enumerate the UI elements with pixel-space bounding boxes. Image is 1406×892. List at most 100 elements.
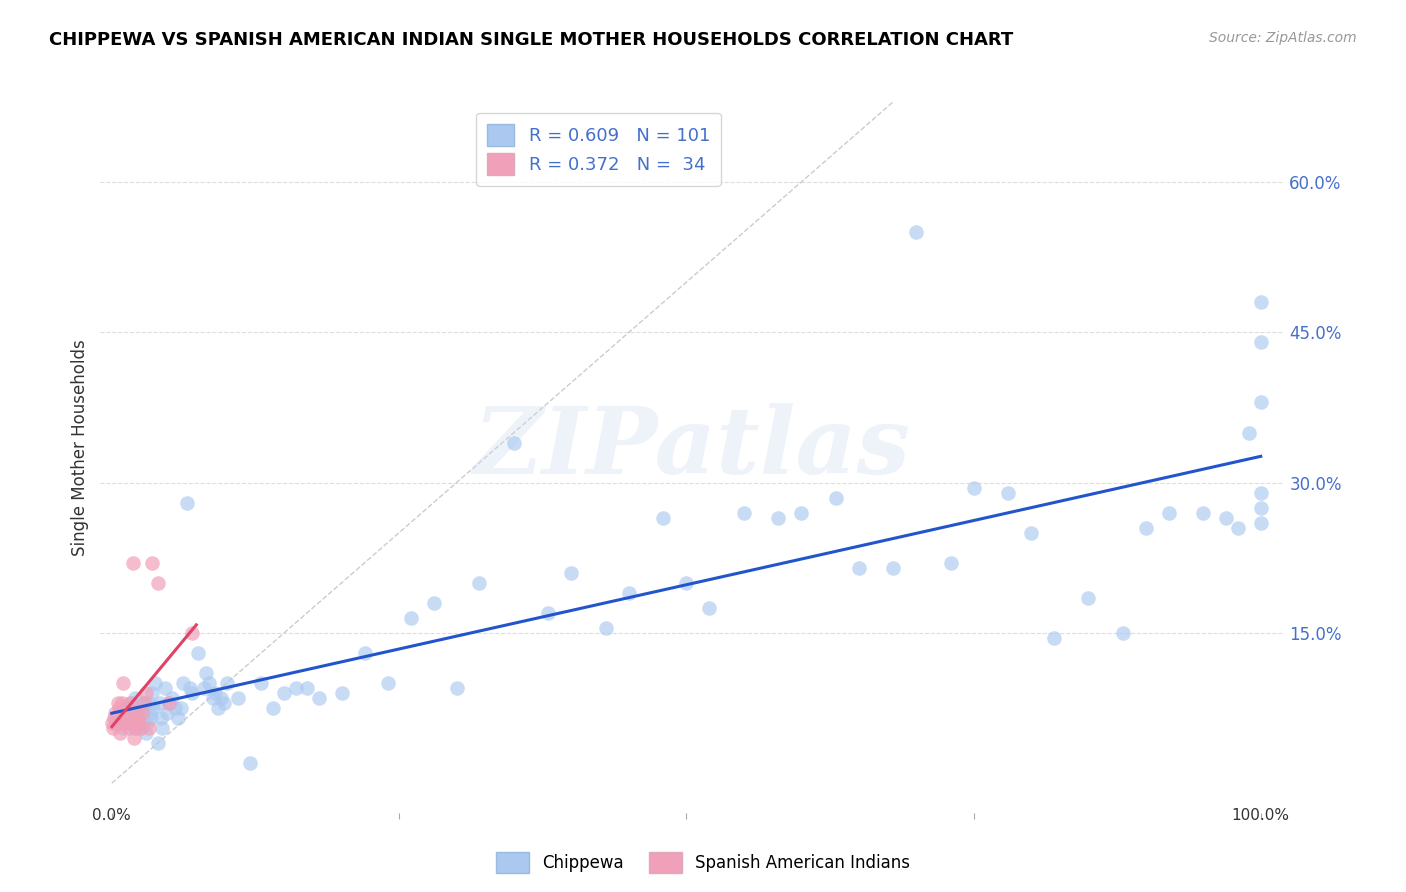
Point	[172, 676, 194, 690]
Point	[905, 225, 928, 239]
Point	[824, 491, 846, 505]
Point	[111, 696, 134, 710]
Point	[136, 716, 159, 731]
Point	[118, 721, 141, 735]
Point	[1250, 516, 1272, 530]
Point	[790, 506, 813, 520]
Point	[226, 690, 249, 705]
Text: ZIPatlas: ZIPatlas	[474, 402, 911, 492]
Text: 0.0%: 0.0%	[93, 808, 131, 823]
Point	[120, 696, 142, 710]
Point	[468, 575, 491, 590]
Point	[179, 681, 201, 695]
Point	[107, 696, 129, 710]
Point	[273, 686, 295, 700]
Point	[399, 611, 422, 625]
Point	[617, 586, 640, 600]
Point	[262, 701, 284, 715]
Point	[446, 681, 468, 695]
Point	[1250, 335, 1272, 350]
Point	[121, 556, 143, 570]
Point	[1250, 500, 1272, 515]
Point	[150, 721, 173, 735]
Point	[145, 676, 167, 690]
Point	[129, 721, 152, 735]
Point	[125, 716, 148, 731]
Point	[129, 721, 152, 735]
Point	[167, 711, 190, 725]
Point	[112, 676, 135, 690]
Point	[997, 485, 1019, 500]
Point	[105, 716, 128, 731]
Point	[1019, 525, 1042, 540]
Point	[181, 686, 204, 700]
Point	[675, 575, 697, 590]
Point	[308, 690, 330, 705]
Point	[163, 701, 186, 715]
Point	[207, 701, 229, 715]
Legend: Chippewa, Spanish American Indians: Chippewa, Spanish American Indians	[489, 846, 917, 880]
Point	[103, 711, 125, 725]
Point	[1215, 510, 1237, 524]
Point	[157, 696, 180, 710]
Point	[127, 711, 149, 725]
Point	[114, 706, 136, 720]
Point	[146, 575, 169, 590]
Point	[250, 676, 273, 690]
Point	[131, 696, 153, 710]
Point	[139, 706, 162, 720]
Point	[117, 711, 139, 725]
Point	[1077, 591, 1099, 605]
Point	[104, 706, 127, 720]
Point	[132, 706, 155, 720]
Point	[156, 706, 179, 720]
Text: CHIPPEWA VS SPANISH AMERICAN INDIAN SINGLE MOTHER HOUSEHOLDS CORRELATION CHART: CHIPPEWA VS SPANISH AMERICAN INDIAN SING…	[49, 31, 1014, 49]
Point	[537, 606, 560, 620]
Point	[122, 731, 145, 745]
Point	[114, 711, 136, 725]
Point	[108, 726, 131, 740]
Point	[422, 596, 444, 610]
Point	[1157, 506, 1180, 520]
Point	[1239, 425, 1261, 440]
Point	[122, 711, 145, 725]
Point	[1192, 506, 1215, 520]
Point	[187, 646, 209, 660]
Point	[128, 716, 150, 731]
Point	[124, 721, 146, 735]
Point	[134, 696, 156, 710]
Point	[198, 676, 221, 690]
Point	[1043, 631, 1066, 645]
Point	[142, 701, 165, 715]
Point	[503, 435, 526, 450]
Point	[138, 721, 160, 735]
Point	[141, 686, 163, 700]
Point	[214, 696, 236, 710]
Point	[127, 706, 149, 720]
Point	[125, 716, 148, 731]
Point	[124, 721, 146, 735]
Point	[132, 696, 155, 710]
Point	[120, 716, 142, 731]
Point	[131, 706, 153, 720]
Point	[1250, 395, 1272, 409]
Point	[120, 716, 142, 731]
Point	[138, 696, 160, 710]
Point	[139, 711, 162, 725]
Point	[132, 716, 155, 731]
Point	[160, 690, 183, 705]
Point	[204, 686, 226, 700]
Point	[1135, 521, 1157, 535]
Point	[595, 621, 617, 635]
Point	[127, 706, 149, 720]
Point	[733, 506, 755, 520]
Point	[115, 701, 138, 715]
Point	[284, 681, 307, 695]
Point	[766, 510, 789, 524]
Point	[176, 495, 198, 509]
Point	[128, 711, 150, 725]
Point	[560, 566, 582, 580]
Point	[962, 481, 984, 495]
Point	[181, 625, 204, 640]
Point	[1250, 485, 1272, 500]
